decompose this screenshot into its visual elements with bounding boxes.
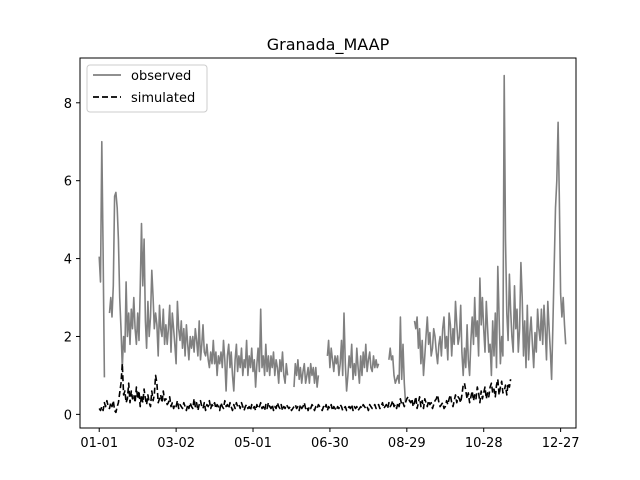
x-axis: 01-01 03-02 05-01 06-30 08-29 10-28 12-27 xyxy=(80,428,580,451)
plot-area xyxy=(98,74,567,414)
legend-observed-label: observed xyxy=(131,69,191,84)
legend-simulated-label: simulated xyxy=(131,91,195,106)
plot-frame xyxy=(79,57,577,429)
x-tick-label: 05-01 xyxy=(234,436,272,451)
series-line-observed xyxy=(98,74,567,403)
x-tick-label: 08-29 xyxy=(388,436,426,451)
y-tick-label: 6 xyxy=(64,175,72,190)
legend-box xyxy=(86,64,208,113)
chart-title: Granada_MAAP xyxy=(267,35,390,55)
x-tick-label: 01-01 xyxy=(80,436,118,451)
y-tick-label: 4 xyxy=(64,253,72,268)
y-tick-label: 0 xyxy=(64,408,72,423)
y-tick-label: 8 xyxy=(64,97,72,112)
x-tick-label: 10-28 xyxy=(465,436,503,451)
x-tick-label: 03-02 xyxy=(157,436,195,451)
legend: observed simulated xyxy=(86,64,208,113)
y-axis: 0 2 4 6 8 xyxy=(64,97,80,423)
x-tick-label: 06-30 xyxy=(311,436,349,451)
x-tick-label: 12-27 xyxy=(542,436,580,451)
series-line-simulated xyxy=(98,362,512,414)
y-tick-label: 2 xyxy=(64,330,72,345)
